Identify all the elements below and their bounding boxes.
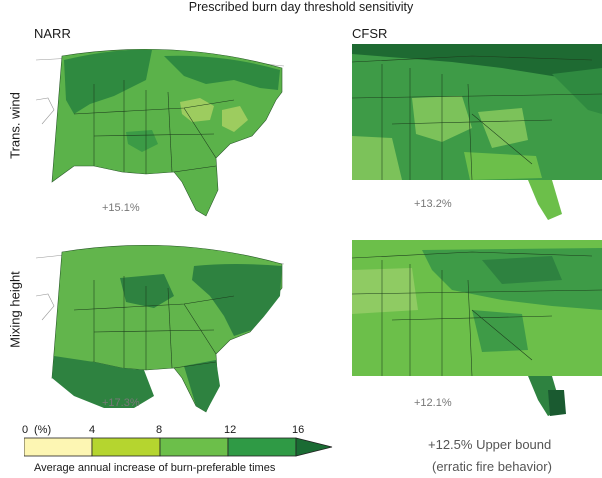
legend-tick-0: 0 bbox=[22, 424, 29, 436]
upper-bound-note-detail: (erratic fire behavior) bbox=[432, 459, 552, 474]
row-label-mixing-height: Mixing height bbox=[7, 271, 23, 348]
legend-swatch-3 bbox=[227, 437, 297, 457]
legend-tick-4: 4 bbox=[89, 424, 96, 436]
pct-narr-trans-wind: +15.1% bbox=[102, 202, 140, 214]
figure-title: Prescribed burn day threshold sensitivit… bbox=[188, 0, 414, 14]
legend-tick-12: 12 bbox=[224, 424, 237, 436]
pct-cfsr-trans-wind: +13.2% bbox=[414, 198, 452, 210]
legend-ticks: 0 (%) 4 8 12 16 bbox=[0, 424, 602, 438]
legend-tick-16: 16 bbox=[292, 424, 305, 436]
legend-tick-8: 8 bbox=[156, 424, 163, 436]
map-narr-trans-wind bbox=[34, 40, 284, 220]
column-label-cfsr: CFSR bbox=[352, 26, 388, 41]
row-label-trans-wind: Trans. wind bbox=[7, 92, 23, 159]
map-narr-mixing-height bbox=[34, 236, 284, 416]
legend-caption: Average annual increase of burn-preferab… bbox=[34, 462, 276, 474]
upper-bound-note: +12.5% Upper bound bbox=[428, 437, 552, 452]
legend-swatch-2 bbox=[159, 437, 229, 457]
legend-color-bar bbox=[24, 437, 333, 457]
column-label-narr: NARR bbox=[34, 26, 71, 41]
legend-swatch-1 bbox=[91, 437, 161, 457]
legend-swatch-0 bbox=[24, 437, 93, 457]
legend-unit: (%) bbox=[34, 424, 52, 436]
map-cfsr-trans-wind bbox=[352, 44, 602, 224]
legend-swatch-4 bbox=[295, 437, 333, 457]
map-cfsr-mixing-height bbox=[352, 240, 602, 420]
pct-cfsr-mixing-height: +12.1% bbox=[414, 397, 452, 409]
pct-narr-mixing-height: +17.3% bbox=[102, 397, 140, 409]
